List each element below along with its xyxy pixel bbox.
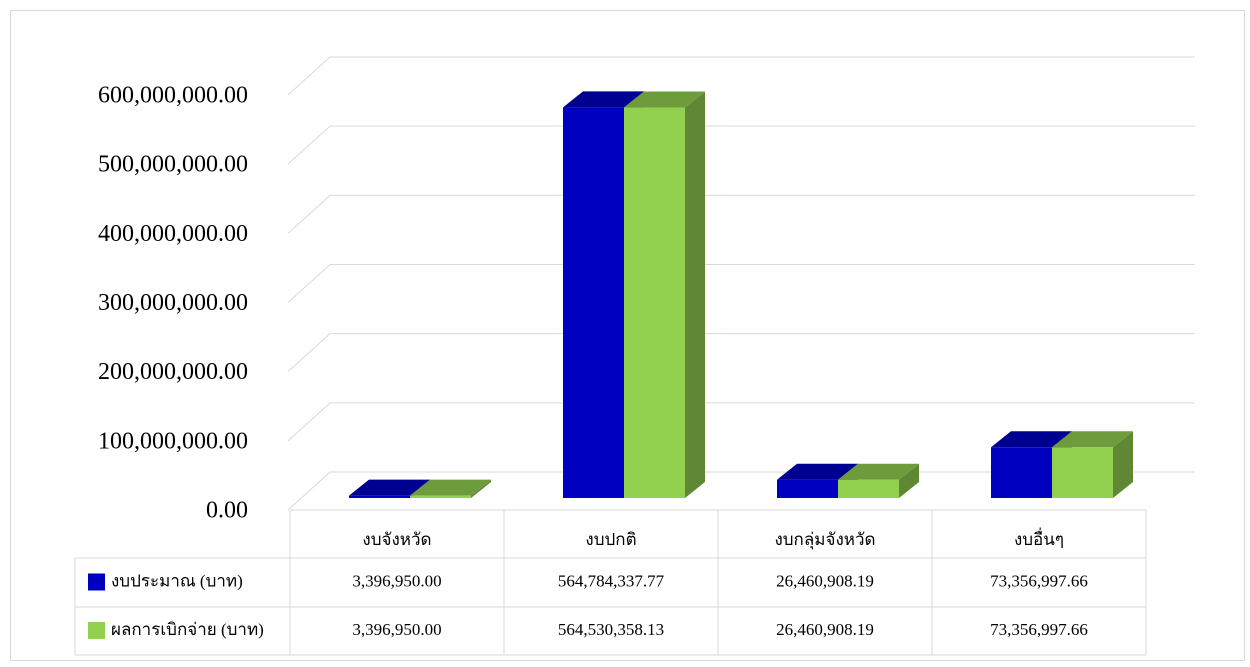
legend-label: ผลการเบิกจ่าย (บาท) (111, 620, 264, 639)
bar (410, 495, 471, 498)
x-tick-label: งบจังหวัด (362, 530, 431, 549)
table-value: 73,356,997.66 (990, 620, 1088, 639)
x-tick-label: งบปกติ (585, 530, 636, 549)
y-tick-label: 200,000,000.00 (98, 359, 248, 385)
legend-swatch (88, 573, 105, 591)
table-value: 26,460,908.19 (776, 620, 874, 639)
bar-side (1113, 431, 1133, 498)
grid-line (287, 56, 331, 96)
bar (838, 479, 899, 498)
y-tick-label: 300,000,000.00 (98, 290, 248, 316)
bar (624, 107, 685, 498)
grid-line (287, 333, 331, 373)
legend-swatch (88, 622, 105, 639)
grid-line (287, 125, 331, 165)
grid-line (287, 402, 331, 442)
y-tick-label: 100,000,000.00 (98, 428, 248, 454)
table-value: 564,530,358.13 (558, 620, 664, 639)
bar-side (899, 463, 919, 498)
bar-top (991, 431, 1072, 448)
bar-top (563, 91, 644, 108)
bar (991, 447, 1052, 498)
bar (1052, 447, 1113, 498)
y-tick-label: 600,000,000.00 (98, 83, 248, 109)
x-tick-label: งบกลุ่มจังหวัด (774, 530, 875, 550)
bar-top (624, 91, 705, 108)
y-tick-label: 0.00 (206, 498, 248, 524)
bar-top (838, 463, 919, 480)
grid-line (287, 194, 331, 234)
table-value: 3,396,950.00 (352, 571, 441, 590)
bar-side (685, 91, 705, 498)
bar-top (410, 479, 491, 496)
table-value: 26,460,908.19 (776, 571, 874, 590)
legend-label: งบประมาณ (บาท) (111, 571, 243, 590)
bar-side (471, 479, 491, 498)
bar (349, 495, 410, 498)
table-value: 3,396,950.00 (352, 620, 441, 639)
grid-line (287, 264, 331, 303)
bar-top (1052, 431, 1133, 448)
y-tick-label: 500,000,000.00 (98, 152, 248, 178)
bar (563, 107, 624, 499)
table-value: 564,784,337.77 (558, 571, 665, 590)
bar (777, 479, 838, 498)
table-value: 73,356,997.66 (990, 571, 1088, 590)
x-tick-label: งบอื่นๆ (1014, 527, 1064, 549)
y-tick-label: 400,000,000.00 (98, 221, 248, 247)
bar-top (777, 463, 858, 480)
bar-top (349, 479, 430, 496)
grid-line (287, 471, 331, 511)
